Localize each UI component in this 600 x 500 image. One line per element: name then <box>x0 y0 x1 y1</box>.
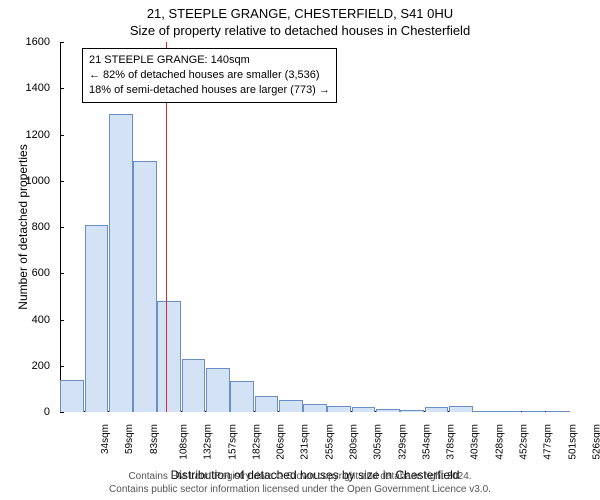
x-tick-label: 526sqm <box>591 424 600 460</box>
x-tick-label: 83sqm <box>149 424 160 454</box>
bar <box>109 114 133 412</box>
bar <box>327 406 351 412</box>
chart-area: 02004006008001000120014001600 Number of … <box>60 42 570 412</box>
annotation-line-3: 18% of semi-detached houses are larger (… <box>89 83 330 98</box>
y-tick-label: 200 <box>10 360 50 372</box>
bar <box>376 409 400 412</box>
x-tick-label: 477sqm <box>543 424 554 460</box>
bar <box>206 368 230 412</box>
bar <box>546 411 570 412</box>
bar <box>255 396 279 412</box>
bar <box>449 406 473 412</box>
y-tick-mark <box>60 320 64 321</box>
x-tick-label: 280sqm <box>349 424 360 460</box>
bar <box>303 404 327 412</box>
chart-container: 21, STEEPLE GRANGE, CHESTERFIELD, S41 0H… <box>0 0 600 500</box>
y-tick-label: 1200 <box>10 129 50 141</box>
y-tick-label: 0 <box>10 406 50 418</box>
annotation-box: 21 STEEPLE GRANGE: 140sqm ← 82% of detac… <box>82 48 337 103</box>
y-tick-mark <box>60 366 64 367</box>
x-tick-label: 206sqm <box>276 424 287 460</box>
x-tick-label: 305sqm <box>373 424 384 460</box>
bar <box>182 359 206 412</box>
x-tick-label: 354sqm <box>421 424 432 460</box>
x-tick-label: 452sqm <box>519 424 530 460</box>
y-tick-mark <box>60 273 64 274</box>
bar <box>85 225 109 412</box>
bar <box>425 407 449 412</box>
x-tick-label: 34sqm <box>100 424 111 454</box>
bar <box>352 407 376 412</box>
y-tick-mark <box>60 181 64 182</box>
x-tick-label: 132sqm <box>203 424 214 460</box>
y-axis: 02004006008001000120014001600 <box>50 42 60 412</box>
x-tick-label: 231sqm <box>300 424 311 460</box>
bar <box>400 410 424 412</box>
bar <box>497 411 521 412</box>
x-tick-label: 403sqm <box>470 424 481 460</box>
bar <box>230 381 254 412</box>
x-tick-label: 157sqm <box>227 424 238 460</box>
x-tick-label: 59sqm <box>124 424 135 454</box>
x-tick-label: 329sqm <box>397 424 408 460</box>
x-tick-label: 378sqm <box>446 424 457 460</box>
bar <box>279 400 303 412</box>
y-tick-label: 400 <box>10 314 50 326</box>
footer: Contains HM Land Registry data © Crown c… <box>0 470 600 496</box>
y-tick-label: 1600 <box>10 36 50 48</box>
bar <box>473 411 497 412</box>
y-tick-mark <box>60 42 64 43</box>
title-line-2: Size of property relative to detached ho… <box>0 21 600 38</box>
bar <box>133 161 157 412</box>
x-tick-label: 108sqm <box>179 424 190 460</box>
title-line-1: 21, STEEPLE GRANGE, CHESTERFIELD, S41 0H… <box>0 0 600 21</box>
bar <box>157 301 181 412</box>
x-tick-label: 182sqm <box>251 424 262 460</box>
bar <box>522 411 546 412</box>
y-axis-label: Number of detached properties <box>16 144 30 309</box>
y-tick-mark <box>60 88 64 89</box>
annotation-line-2: ← 82% of detached houses are smaller (3,… <box>89 68 330 83</box>
y-tick-mark <box>60 412 64 413</box>
y-tick-mark <box>60 227 64 228</box>
y-tick-label: 1400 <box>10 82 50 94</box>
annotation-line-1: 21 STEEPLE GRANGE: 140sqm <box>89 53 330 68</box>
bar <box>60 380 84 412</box>
x-tick-label: 255sqm <box>324 424 335 460</box>
x-tick-label: 428sqm <box>494 424 505 460</box>
footer-line-1: Contains HM Land Registry data © Crown c… <box>0 470 600 483</box>
footer-line-2: Contains public sector information licen… <box>0 483 600 496</box>
y-tick-mark <box>60 135 64 136</box>
x-tick-label: 501sqm <box>567 424 578 460</box>
